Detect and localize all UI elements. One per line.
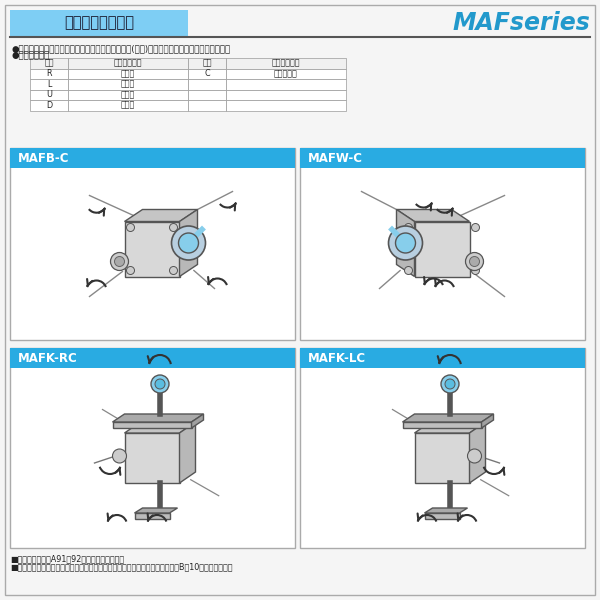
Polygon shape [415,433,470,483]
Circle shape [472,223,479,232]
Text: 左　側: 左 側 [121,80,135,89]
Polygon shape [191,414,203,428]
Text: 出力軸の方向: 出力軸の方向 [272,59,300,68]
Bar [226,68,346,79]
Circle shape [466,253,484,271]
Polygon shape [134,508,178,513]
Circle shape [115,257,125,266]
Polygon shape [397,209,415,277]
Text: U: U [46,90,52,99]
Polygon shape [125,221,179,277]
Bar [68,58,188,68]
Circle shape [472,266,479,275]
Bar [30,68,68,79]
Circle shape [395,233,415,253]
Bar [10,348,295,368]
Circle shape [113,449,127,463]
Bar [300,148,585,168]
Bar [188,89,226,100]
Bar [226,79,346,89]
Bar [30,79,68,89]
Circle shape [127,266,134,275]
Polygon shape [482,414,493,428]
Text: MAFK-RC: MAFK-RC [18,352,78,364]
Polygon shape [125,209,197,221]
Polygon shape [425,508,467,513]
Bar [300,348,585,368]
Text: 下　側: 下 側 [121,101,135,110]
Circle shape [445,379,455,389]
Circle shape [170,266,178,275]
Circle shape [151,375,169,393]
Circle shape [404,266,413,275]
Bar [10,148,295,168]
Text: C: C [204,69,210,78]
Bar [188,58,226,68]
Polygon shape [113,414,203,422]
Bar [226,100,346,110]
Circle shape [170,223,178,232]
Polygon shape [179,422,196,483]
Polygon shape [403,414,493,422]
Text: 出力軸両軸: 出力軸両軸 [274,69,298,78]
Text: MAFW-C: MAFW-C [308,151,363,164]
Circle shape [155,379,165,389]
Text: L: L [47,80,51,89]
Text: 出力軸の方向: 出力軸の方向 [114,59,142,68]
Polygon shape [179,209,197,277]
Circle shape [179,233,199,253]
Bar [30,89,68,100]
Bar [300,148,585,340]
Text: ■軸配置の詳細はA91・92を参照して下さい。: ■軸配置の詳細はA91・92を参照して下さい。 [10,554,124,563]
Circle shape [470,257,479,266]
Text: 記号: 記号 [202,59,212,68]
Polygon shape [415,221,470,277]
Text: ■特殊な取付状態については、当社へお問い合わせ下さい。なお、参考としてB－10をご覧下さい。: ■特殊な取付状態については、当社へお問い合わせ下さい。なお、参考としてB－10を… [10,562,233,571]
Text: 記号: 記号 [44,59,54,68]
Bar [188,79,226,89]
Text: ●軸配置は入力軸またはモータを手前にして出力軸(青色)の出ている方向で決定して下さい。: ●軸配置は入力軸またはモータを手前にして出力軸(青色)の出ている方向で決定して下… [12,44,231,53]
Circle shape [467,449,482,463]
Bar [188,68,226,79]
Polygon shape [125,433,179,483]
Bar [300,348,585,548]
Bar [68,100,188,110]
Text: D: D [46,101,52,110]
Text: MAFseries: MAFseries [452,11,590,35]
Bar [226,89,346,100]
Bar [30,58,68,68]
Text: 上　側: 上 側 [121,90,135,99]
Bar [68,89,188,100]
Polygon shape [415,422,485,433]
Polygon shape [397,209,470,221]
Bar [10,348,295,548]
Bar [68,79,188,89]
Circle shape [389,226,422,260]
Polygon shape [134,513,170,519]
Text: MAFB-C: MAFB-C [18,151,70,164]
Text: MAFK-LC: MAFK-LC [308,352,366,364]
Circle shape [404,223,413,232]
Text: ●軸配置の記号: ●軸配置の記号 [12,51,50,60]
Circle shape [110,253,128,271]
Circle shape [127,223,134,232]
Circle shape [441,375,459,393]
Polygon shape [125,422,196,433]
Polygon shape [113,422,191,428]
Text: 軸配置と回転方向: 軸配置と回転方向 [64,16,134,31]
Bar [68,68,188,79]
Polygon shape [470,422,485,483]
Circle shape [172,226,205,260]
Bar [30,100,68,110]
Bar [188,100,226,110]
Polygon shape [403,422,482,428]
Bar [10,10,188,38]
Text: R: R [46,69,52,78]
Text: 右　側: 右 側 [121,69,135,78]
Bar [226,58,346,68]
Bar [10,148,295,340]
Polygon shape [425,513,460,519]
